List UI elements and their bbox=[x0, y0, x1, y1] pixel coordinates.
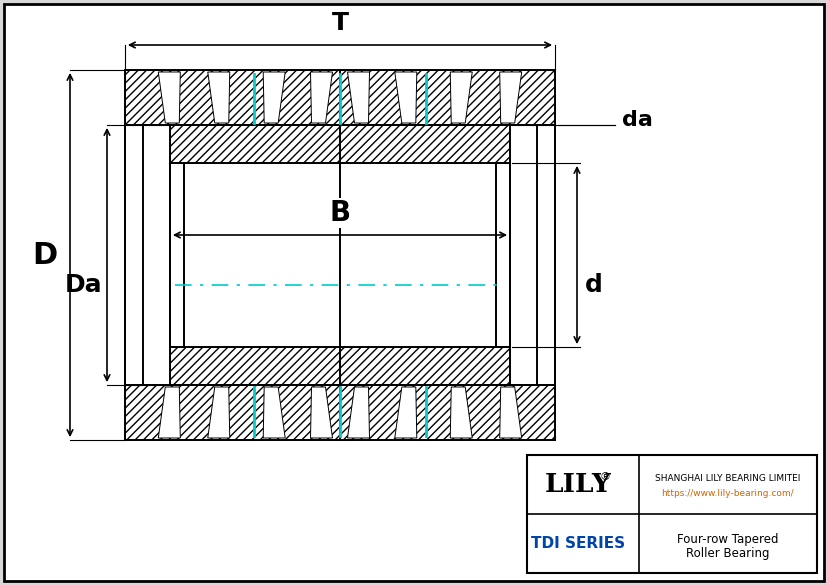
Bar bbox=[170, 347, 509, 385]
Polygon shape bbox=[158, 72, 180, 123]
Bar bbox=[537, 125, 554, 385]
Text: da: da bbox=[621, 110, 652, 130]
Bar bbox=[184, 163, 495, 347]
Bar bbox=[125, 125, 143, 385]
Bar bbox=[170, 125, 509, 163]
Polygon shape bbox=[450, 72, 471, 123]
Polygon shape bbox=[450, 387, 471, 438]
Text: LILY: LILY bbox=[544, 472, 610, 497]
Bar bbox=[170, 163, 184, 347]
Polygon shape bbox=[500, 72, 521, 123]
Bar bbox=[125, 70, 554, 125]
Text: Roller Bearing: Roller Bearing bbox=[686, 548, 768, 560]
Text: ®: ® bbox=[599, 473, 609, 483]
Polygon shape bbox=[208, 387, 229, 438]
Polygon shape bbox=[208, 72, 229, 123]
Text: Four-row Tapered: Four-row Tapered bbox=[676, 534, 777, 546]
Polygon shape bbox=[263, 387, 284, 438]
Text: TDI SERIES: TDI SERIES bbox=[530, 536, 624, 551]
Text: SHANGHAI LILY BEARING LIMITEI: SHANGHAI LILY BEARING LIMITEI bbox=[654, 474, 800, 483]
Text: Da: Da bbox=[65, 273, 102, 297]
Polygon shape bbox=[394, 387, 416, 438]
Text: D: D bbox=[33, 240, 58, 270]
Polygon shape bbox=[500, 387, 521, 438]
Text: d: d bbox=[585, 273, 602, 297]
Text: T: T bbox=[331, 11, 348, 35]
Polygon shape bbox=[310, 72, 332, 123]
Bar bbox=[495, 163, 509, 347]
Text: B: B bbox=[329, 199, 350, 227]
Polygon shape bbox=[158, 387, 180, 438]
Polygon shape bbox=[347, 387, 369, 438]
Polygon shape bbox=[347, 72, 369, 123]
Bar bbox=[526, 455, 816, 573]
Text: https://www.lily-bearing.com/: https://www.lily-bearing.com/ bbox=[661, 489, 793, 498]
Polygon shape bbox=[394, 72, 416, 123]
Polygon shape bbox=[310, 387, 332, 438]
Bar bbox=[125, 385, 554, 440]
Polygon shape bbox=[263, 72, 284, 123]
